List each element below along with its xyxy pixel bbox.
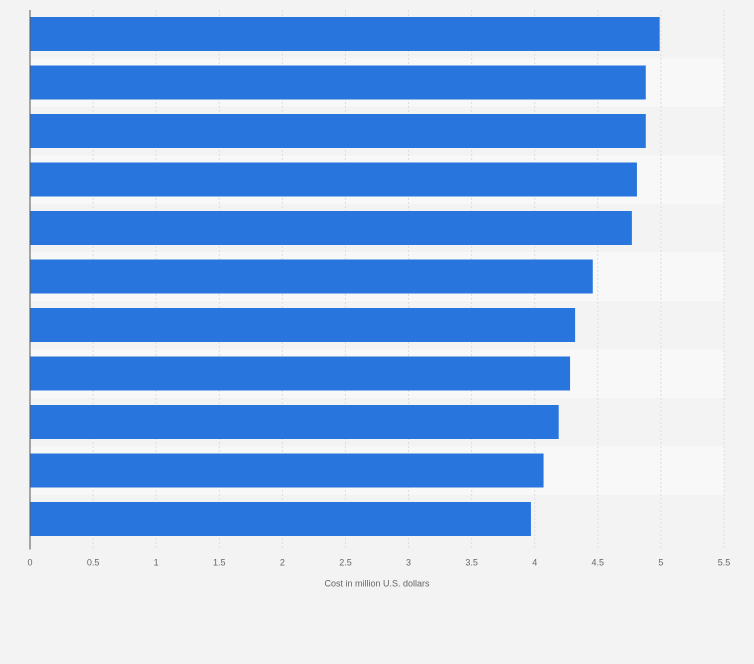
- x-tick-label: 3: [406, 558, 411, 568]
- bar[interactable]: [30, 259, 593, 294]
- bar[interactable]: [30, 502, 531, 536]
- x-tick-label: 3.5: [465, 558, 478, 568]
- x-tick-label: 1.5: [213, 558, 226, 568]
- x-tick-label: 0.5: [87, 558, 100, 568]
- bar[interactable]: [30, 17, 660, 51]
- x-tick-label: 4: [532, 558, 537, 568]
- bar[interactable]: [30, 308, 576, 342]
- bar[interactable]: [30, 405, 559, 439]
- bar[interactable]: [30, 65, 646, 100]
- x-axis-ticks: 0 0.5 1 1.5 2 2.5 3 3.5 4 4.5 5 5.5: [27, 558, 730, 568]
- x-tick-label: 2: [280, 558, 285, 568]
- x-tick-label: 2.5: [339, 558, 352, 568]
- bar[interactable]: [30, 211, 632, 245]
- x-tick-label: 1: [154, 558, 159, 568]
- bar[interactable]: [30, 356, 571, 391]
- bar[interactable]: [30, 453, 544, 488]
- x-tick-label: 5.5: [718, 558, 731, 568]
- bars: [30, 17, 660, 536]
- bar[interactable]: [30, 162, 637, 197]
- x-tick-label: 5: [658, 558, 663, 568]
- x-tick-label: 0: [27, 558, 32, 568]
- bar[interactable]: [30, 114, 646, 148]
- x-axis-label: Cost in million U.S. dollars: [324, 579, 430, 589]
- x-tick-label: 4.5: [592, 558, 605, 568]
